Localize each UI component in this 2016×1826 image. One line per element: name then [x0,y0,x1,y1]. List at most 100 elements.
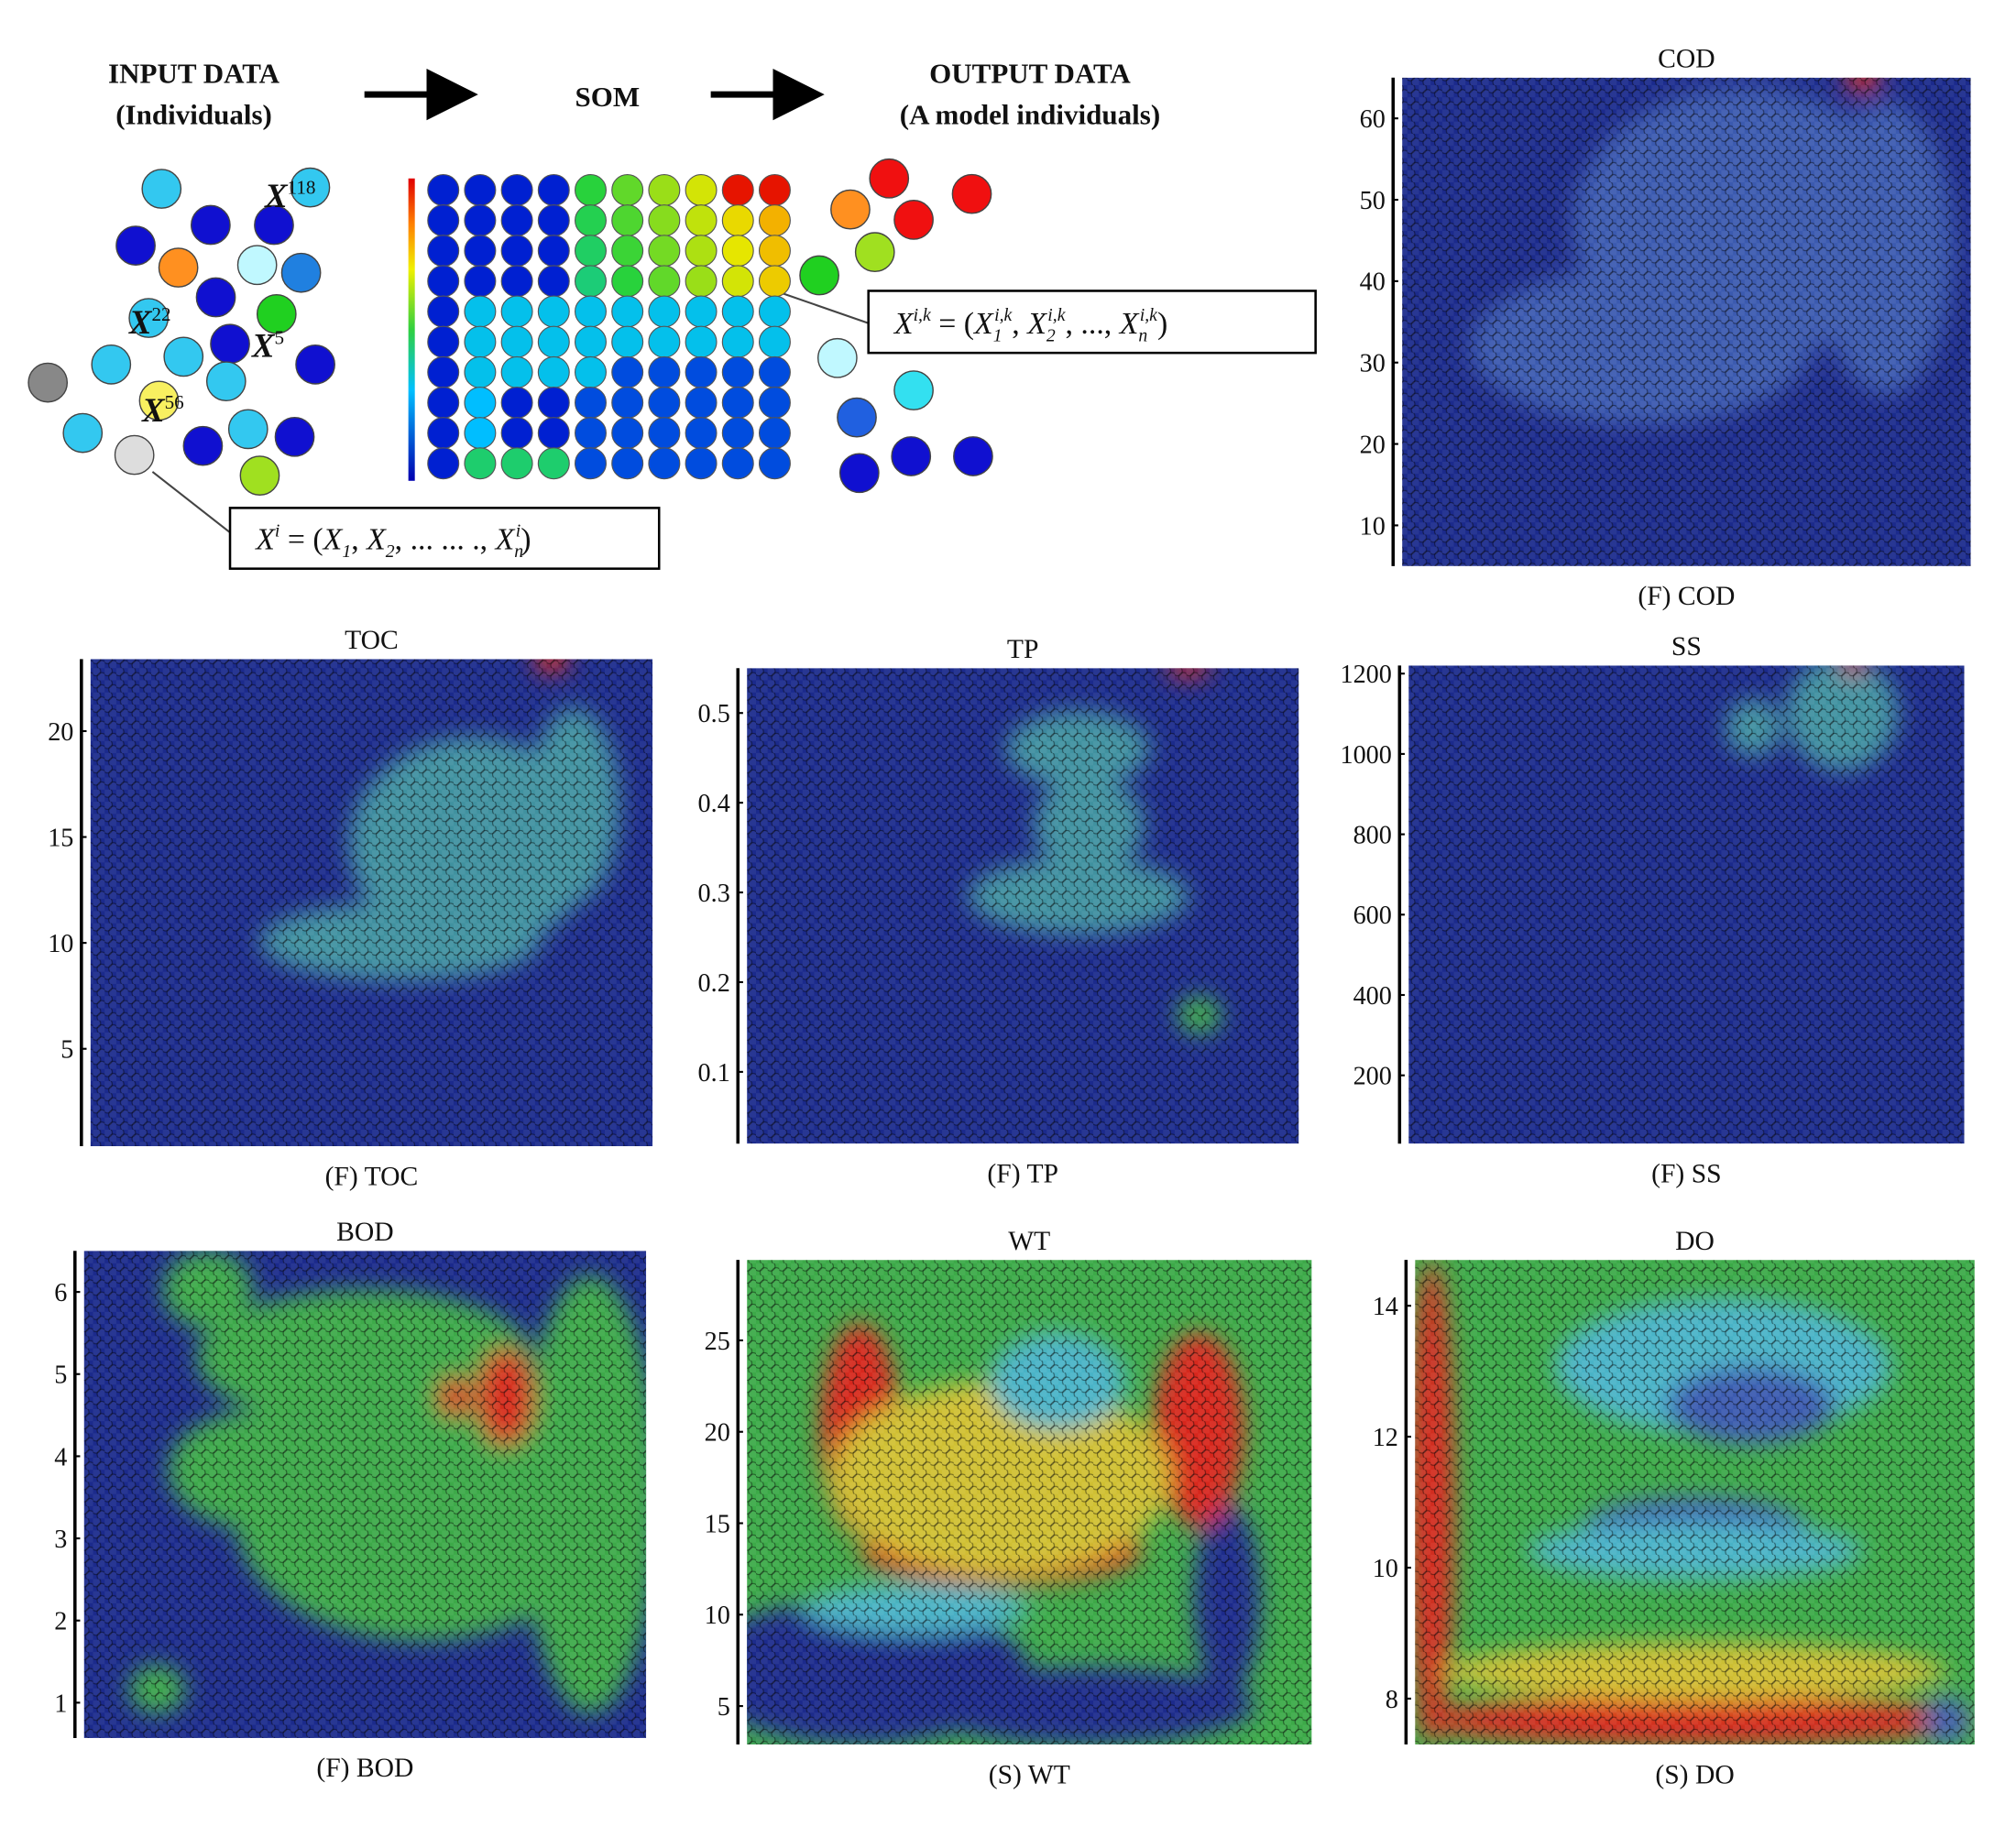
som-node [648,295,681,328]
hex-texture [747,668,1299,1144]
y-tick-label: 20 [1360,431,1386,459]
model-individual [830,189,871,230]
som-node [575,235,607,268]
heatmap [83,1251,647,1738]
formula-text: X [254,523,276,557]
som-node [611,265,644,298]
formula-box [867,290,1317,355]
som-node [427,417,460,450]
som-node [648,417,681,450]
som-node [611,447,644,480]
superscript: i,k [1140,305,1158,325]
som-node [537,417,570,450]
som-node [464,325,497,358]
som-node [758,235,791,268]
y-tick-label: 3 [54,1525,67,1554]
formula-text: X [1025,307,1047,341]
subscript: 2 [1046,325,1056,345]
som-node [575,265,607,298]
individual [27,362,69,403]
model-individual [838,453,880,494]
som-node [611,173,644,206]
som-node [685,204,718,237]
som-node [685,295,718,328]
som-node [685,265,718,298]
individual [195,277,236,318]
y-tick-label: 1200 [1340,661,1391,689]
som-node [648,204,681,237]
hex-texture [1415,1260,1975,1744]
panel-caption: (F) BOD [316,1754,413,1783]
som-node [685,235,718,268]
superscript: i [275,520,279,541]
som-node [464,265,497,298]
heatmap [1402,77,1971,566]
component-plane: WT (S) WT 5 10 15 20 25 [705,1227,1312,1789]
som-node [758,295,791,328]
som-node [758,417,791,450]
som-node [427,204,460,237]
som-node [464,204,497,237]
som-node [575,386,607,419]
y-tick-label: 20 [705,1419,730,1448]
individual [274,416,315,457]
som-node [537,386,570,419]
model-individual [854,232,895,273]
model-individual [893,200,934,240]
som-node [575,173,607,206]
som-node [611,417,644,450]
model-individual [837,397,877,438]
symbol: X [141,391,166,429]
som-node [758,204,791,237]
som-node [464,235,497,268]
diagram: INPUT DATA (Individuals) SOM OUTPUT DATA… [27,57,1317,570]
som-node [575,325,607,358]
som-node [575,204,607,237]
hex-texture [90,659,653,1147]
y-tick-label: 8 [1386,1686,1398,1714]
output-title: OUTPUT DATA [929,57,1131,89]
symbol: X [264,177,289,214]
output-subtitle: (A model individuals) [900,99,1160,131]
panel-caption: (S) WT [989,1760,1070,1789]
som-node [758,265,791,298]
som-node [537,325,570,358]
formula-text: , ... ... ., [395,523,496,557]
individual [91,344,132,385]
superscript: 22 [151,303,170,325]
som-node [685,355,718,388]
y-tick-label: 0.1 [698,1059,730,1088]
som-node [758,355,791,388]
som-node [611,386,644,419]
som-node [611,295,644,328]
model-individual [799,255,839,296]
formula-text: = ( [931,307,974,341]
panel-title: DO [1675,1227,1715,1256]
som-node [464,447,497,480]
som-node [427,355,460,388]
y-tick-label: 10 [1360,512,1386,541]
superscript: i [516,520,520,541]
y-tick-label: 12 [1373,1424,1398,1452]
som-node [464,295,497,328]
formula-text: X [893,307,915,341]
som-node [575,447,607,480]
individual [210,323,250,365]
som-node [721,355,754,388]
individual [62,412,104,454]
individual [141,169,182,209]
model-individual [951,173,992,214]
superscript: i,k [914,305,932,325]
y-tick-label: 60 [1360,105,1386,134]
som-node [721,265,754,298]
y-tick-label: 50 [1360,187,1386,215]
subscript: n [514,541,523,562]
y-tick-label: 5 [718,1693,730,1722]
y-tick-label: 200 [1353,1063,1392,1091]
som-node [648,325,681,358]
som-node [685,325,718,358]
y-tick-label: 30 [1360,350,1386,378]
heatmap [90,659,653,1147]
panel-title: COD [1658,44,1715,73]
